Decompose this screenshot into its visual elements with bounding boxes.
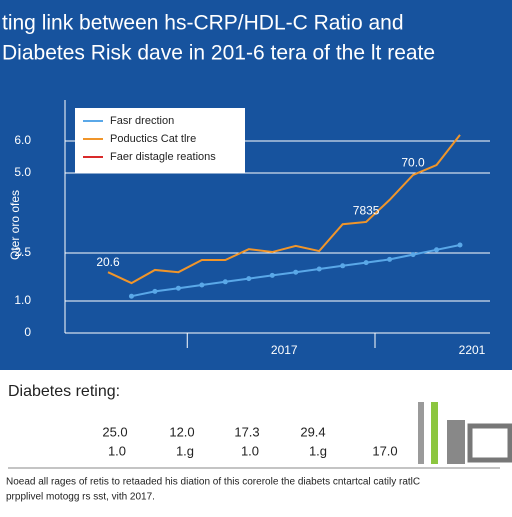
y-tick-label: 1.0 bbox=[14, 293, 31, 307]
point bbox=[293, 269, 299, 275]
table-cell: 1.g bbox=[176, 443, 194, 458]
point bbox=[246, 276, 252, 282]
chart-title: ting link between hs-CRP/HDL-C Ratio and bbox=[2, 12, 404, 35]
table-cell: 29.4 bbox=[300, 424, 325, 439]
y-tick-label: 6.0 bbox=[14, 133, 31, 147]
point bbox=[457, 242, 463, 248]
legend-label: Faer distagle reations bbox=[110, 151, 216, 163]
icon-device bbox=[447, 420, 465, 464]
point bbox=[387, 256, 393, 262]
x-tick-label: 2017 bbox=[271, 343, 298, 357]
footnote: Noead all rages of retis to retaaded his… bbox=[6, 477, 420, 488]
legend-label: Fasr drection bbox=[110, 115, 174, 127]
footnote: prpplivel motogg rs sst, vith 2017. bbox=[6, 492, 155, 503]
y-tick-label: 5.0 bbox=[14, 165, 31, 179]
table-cell: 1.g bbox=[309, 443, 327, 458]
point bbox=[175, 285, 181, 291]
line bbox=[107, 134, 461, 285]
table-cell: 12.0 bbox=[169, 424, 194, 439]
y-tick-label: 0 bbox=[24, 325, 31, 339]
table-cell: 1.0 bbox=[241, 443, 259, 458]
chart-background bbox=[0, 0, 512, 370]
annotation: 70.0 bbox=[401, 156, 425, 170]
point bbox=[363, 260, 369, 266]
annotation: 20.6 bbox=[96, 255, 120, 269]
point bbox=[316, 266, 322, 272]
table-cell: 1.0 bbox=[108, 443, 126, 458]
point bbox=[269, 272, 275, 278]
section-title: Diabetes reting: bbox=[8, 383, 120, 400]
point bbox=[128, 293, 134, 299]
point bbox=[434, 247, 440, 253]
y-axis-label: Qter oro ofes bbox=[8, 190, 22, 260]
icon-bar bbox=[418, 402, 424, 464]
point bbox=[410, 252, 416, 258]
table-cell: 25.0 bbox=[102, 424, 127, 439]
icons bbox=[418, 402, 512, 464]
point bbox=[152, 288, 158, 294]
icon-monitor bbox=[467, 423, 512, 463]
table-cell: 17.0 bbox=[372, 443, 397, 458]
table-cell: 17.3 bbox=[234, 424, 259, 439]
annotation: 7835 bbox=[353, 204, 380, 218]
icon-bar bbox=[431, 402, 438, 464]
y-tick-label: 2.5 bbox=[14, 245, 31, 259]
point bbox=[340, 263, 346, 269]
x-tick-label: 2201 bbox=[459, 343, 486, 357]
legend-label: Poductics Cat tlre bbox=[110, 133, 196, 145]
point bbox=[199, 282, 205, 288]
point bbox=[222, 279, 228, 285]
chart-title: Diabetes Risk dave in 201-6 tera of the … bbox=[2, 42, 435, 65]
